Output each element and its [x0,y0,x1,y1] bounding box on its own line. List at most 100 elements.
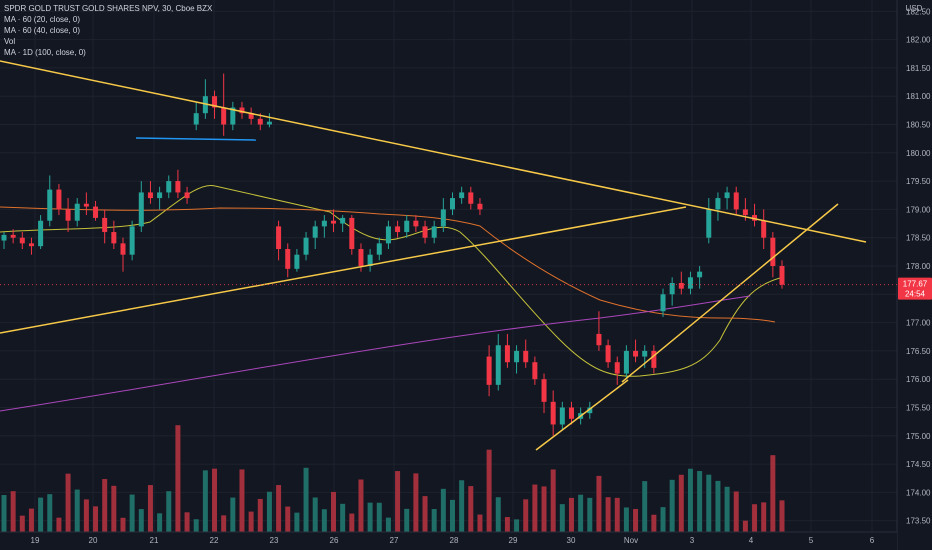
volume-bar [303,467,309,532]
volume-bar [642,481,648,532]
candle-body [687,277,693,289]
volume-bar [28,508,34,532]
candle-body [276,226,282,250]
candle-body [312,226,318,238]
candle-body [157,192,163,199]
legend-volume[interactable]: Vol [4,37,16,46]
downtrend-line [0,60,867,243]
time-tick-label: 27 [390,536,399,545]
volume-bar [248,511,254,532]
volume-bar [83,499,89,532]
candle-body [212,96,218,108]
time-tick-label: 30 [567,536,576,545]
candle-body [184,192,190,199]
volume-bar [440,488,446,532]
candle-body [733,192,739,210]
candle-body [120,243,126,255]
volume-bar [514,519,520,532]
time-tick-label: 28 [450,536,459,545]
volume-bar [669,479,675,532]
volume-bar [724,486,730,532]
volume-bar [10,491,16,532]
volume-bar [166,491,172,532]
volume-bar [596,475,602,532]
candle-body [129,226,135,255]
price-tick-label: 182.00 [906,36,931,45]
candle-body [385,226,391,244]
candle-body [349,217,355,250]
candle-body [147,192,153,199]
candle-body [294,254,300,269]
volume-bar [550,469,556,532]
time-tick-label: 26 [330,536,339,545]
candle-body [468,192,474,204]
candle-body [367,254,373,266]
legend-ma-100[interactable]: MA · 1D (100, close, 0) [4,48,86,57]
volume-bar [715,480,721,532]
candle-body [706,209,712,238]
price-axis[interactable]: USD 173.50 174.00 174.50 175.00 175.50 176.00 1… [896,0,932,550]
candle-body [633,350,639,357]
volume-bar [230,497,236,532]
candle-body [587,407,593,414]
volume-bar [660,507,666,532]
candle-body [175,181,181,193]
volume-bar [779,500,785,532]
time-tick-label: 4 [749,536,754,545]
candle-body [321,220,327,227]
price-axis-bg [897,0,932,550]
volume-bar [733,491,739,532]
volume-bar [102,479,108,532]
candle-body [495,345,501,385]
candle-body [514,350,520,363]
time-axis[interactable]: 19 20 21 22 23 26 27 28 29 30 Nov 3 4 5 6 [0,531,897,550]
volume-bar [413,473,419,532]
candle-body [523,350,529,363]
volume-bar [157,513,163,532]
volume-bar [147,485,153,532]
volume-bar [331,491,337,532]
candle-body [697,271,703,278]
candle-body [257,118,263,125]
candle-body [504,345,510,363]
time-tick-label: 22 [210,536,219,545]
volume-bar [202,470,208,532]
volume-bar [687,468,693,532]
candle-body [358,249,364,266]
candle-body [202,96,208,114]
price-tick-label: 176.00 [906,375,931,384]
candle-body [56,189,62,210]
volume-bar [477,514,483,532]
candle-body [724,192,730,199]
candle-body [770,237,776,266]
candle-body [742,209,748,216]
volume-bar [568,497,574,532]
volume-bar [212,468,218,532]
price-tick-label: 182.50 [906,7,931,16]
volume-bar [56,517,62,532]
ma-100-line [0,295,751,412]
legend-ma-20[interactable]: MA · 60 (20, close, 0) [4,15,81,24]
candle-body [404,220,410,233]
volume-bar [486,449,492,532]
volume-bar [111,485,117,532]
candle-body [596,333,602,346]
price-tick-label: 181.00 [906,92,931,101]
candle-body [74,203,80,221]
volume-bar [340,503,346,532]
time-tick-label: 5 [809,536,814,545]
candle-body [605,345,611,363]
legend-ma-40[interactable]: MA · 60 (40, close, 0) [4,26,81,35]
volume-bar [623,507,629,532]
legend-symbol[interactable]: SPDR GOLD TRUST GOLD SHARES NPV, 30, Cbo… [4,4,213,13]
candle-body [568,407,574,419]
ma-40-line [0,206,776,323]
price-tick-label: 174.50 [906,460,931,469]
volume-bar [449,499,455,532]
candle-body [230,107,236,125]
volume-bar [239,469,245,532]
currency-label: USD [906,4,923,13]
